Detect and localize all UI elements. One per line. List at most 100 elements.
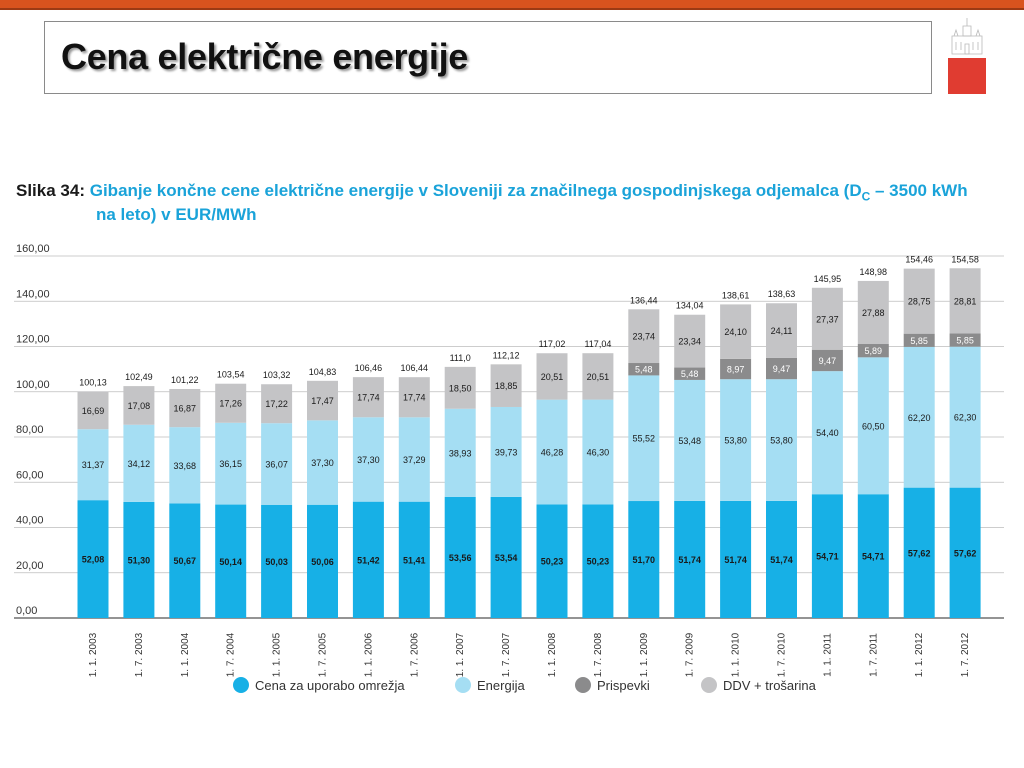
bar-segment (674, 379, 706, 501)
total-value-label: 154,58 (951, 254, 979, 264)
total-value-label: 138,63 (768, 289, 796, 299)
caption-line2: na leto) v EUR/MWh (96, 205, 257, 224)
bar-segment (903, 268, 935, 334)
bar-segment (857, 280, 889, 345)
segment-value-label: 57,62 (908, 548, 931, 558)
x-tick-label: 1. 7. 2003 (134, 632, 145, 677)
total-value-label: 145,95 (814, 274, 842, 284)
segment-value-label: 51,41 (403, 555, 426, 565)
segment-value-label: 37,29 (403, 455, 426, 465)
total-value-label: 102,49 (125, 372, 153, 382)
total-value-label: 111,0 (450, 353, 471, 363)
segment-value-label: 23,74 (633, 332, 656, 342)
bar-segment (720, 304, 752, 359)
bar-segment (674, 500, 706, 618)
segment-value-label: 33,68 (174, 461, 197, 471)
bar-segment (261, 504, 293, 618)
segment-value-label: 18,50 (449, 383, 472, 393)
segment-value-label: 9,47 (773, 364, 791, 374)
stacked-bar-chart: 0,00 20,00 40,00 60,00 80,00 100,00 120,00 140,… (14, 243, 1004, 693)
bar-segment (582, 399, 614, 505)
figure-caption: Slika 34: Gibanje končne cene električne… (16, 179, 1016, 224)
bar-segment (307, 380, 338, 421)
bar-segment (490, 496, 522, 618)
x-tick-label: 1. 7. 2012 (960, 632, 971, 677)
legend-marker (233, 677, 249, 693)
bar-segment (811, 349, 843, 372)
segment-value-label: 51,70 (633, 555, 656, 565)
title-box: Cena električne energije (44, 21, 932, 94)
segment-value-label: 52,08 (82, 555, 105, 565)
x-tick-label: 1. 1. 2010 (731, 632, 742, 677)
segment-value-label: 27,37 (816, 314, 839, 324)
segment-value-label: 9,47 (819, 356, 837, 366)
x-tick-label: 1. 1. 2012 (914, 632, 925, 677)
bar-segment (628, 309, 660, 364)
segment-value-label: 28,81 (954, 296, 977, 306)
bar-segment (215, 504, 247, 618)
segment-value-label: 53,48 (678, 436, 701, 446)
segment-value-label: 27,88 (862, 308, 885, 318)
bar-segment (307, 420, 338, 505)
segment-value-label: 5,85 (956, 336, 974, 346)
bar-segment (536, 504, 568, 618)
x-tick-label: 1. 7. 2011 (868, 633, 879, 677)
total-value-label: 103,54 (217, 370, 245, 380)
segment-value-label: 24,10 (724, 327, 747, 337)
x-tick-label: 1. 7. 2004 (226, 632, 237, 677)
segment-value-label: 55,52 (633, 434, 656, 444)
total-value-label: 106,46 (355, 363, 383, 373)
bar-segment (444, 408, 476, 497)
segment-value-label: 57,62 (954, 548, 977, 558)
segment-value-label: 23,34 (678, 337, 701, 347)
total-value-label: 112,12 (493, 350, 520, 360)
segment-value-label: 16,87 (174, 404, 197, 414)
bar-segment (628, 363, 660, 376)
segment-value-label: 16,69 (82, 406, 105, 416)
segment-value-label: 24,11 (771, 326, 793, 336)
bar-segment (307, 504, 338, 618)
bar-segment (123, 501, 155, 618)
segment-value-label: 60,50 (862, 421, 885, 431)
bar-segment (628, 375, 660, 502)
segment-value-label: 5,85 (910, 336, 928, 346)
segment-value-label: 62,20 (908, 413, 931, 423)
bar-segment (169, 427, 201, 504)
segment-value-label: 20,51 (541, 372, 564, 382)
bar-segment (857, 357, 889, 495)
bar-segment (811, 287, 843, 350)
bar-segment (123, 424, 155, 502)
legend-label: Prispevki (597, 678, 650, 693)
legend-marker (455, 677, 471, 693)
bar-segment (857, 494, 889, 618)
y-tick-label: 60,00 (16, 469, 44, 481)
segment-value-label: 50,03 (265, 557, 288, 567)
y-tick-label: 100,00 (16, 379, 50, 391)
caption-subscript: C (861, 189, 871, 204)
segment-value-label: 53,80 (724, 436, 747, 446)
bar-segment (261, 423, 293, 505)
legend-label: DDV + trošarina (723, 678, 817, 693)
x-tick-label: 1. 1. 2006 (363, 632, 374, 677)
bar-segment (352, 417, 384, 502)
bar-segment (582, 353, 614, 400)
segment-value-label: 37,30 (357, 455, 380, 465)
y-tick-label: 20,00 (16, 560, 44, 572)
bar-segment (766, 357, 797, 380)
bar-segment (215, 422, 247, 505)
total-value-label: 117,02 (539, 339, 566, 349)
bar-segment (811, 371, 843, 495)
segment-value-label: 34,12 (128, 459, 151, 469)
bar-segment (169, 503, 201, 618)
segment-value-label: 20,51 (587, 372, 610, 382)
segment-value-label: 50,67 (174, 556, 197, 566)
bar-segment (857, 344, 889, 358)
segment-value-label: 54,40 (816, 428, 839, 438)
y-tick-label: 80,00 (16, 424, 44, 436)
x-tick-label: 1. 1. 2007 (455, 632, 466, 677)
legend-label: Cena za uporabo omrežja (255, 678, 405, 693)
segment-value-label: 5,89 (865, 346, 883, 356)
segment-value-label: 5,48 (681, 369, 699, 379)
bar-segment (674, 367, 706, 380)
bar-segment (169, 388, 201, 428)
